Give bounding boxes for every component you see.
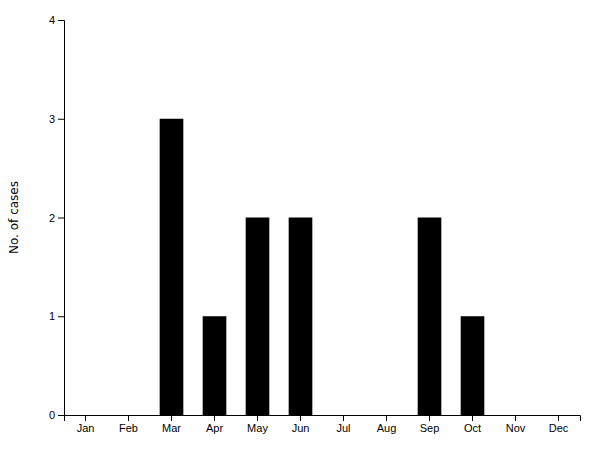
x-tick-label: Aug <box>377 422 397 434</box>
x-tick: Feb <box>119 415 138 434</box>
x-tick-mark <box>386 415 387 421</box>
y-tick-label: 4 <box>49 14 55 26</box>
x-tick: May <box>247 415 268 434</box>
x-tick-mark <box>300 415 301 421</box>
bar <box>203 316 227 415</box>
x-tick-label: Sep <box>420 422 440 434</box>
bar <box>375 415 399 416</box>
y-tick-label: 2 <box>49 212 55 224</box>
x-tick-label: Apr <box>206 422 223 434</box>
x-tick-label: Dec <box>549 422 569 434</box>
bar <box>289 218 313 416</box>
x-tick: Mar <box>162 415 181 434</box>
x-tick-label: Jul <box>336 422 350 434</box>
x-tick-label: Mar <box>162 422 181 434</box>
y-axis-line <box>58 21 65 416</box>
y-tick-label: 0 <box>49 409 55 421</box>
x-tick: Oct <box>464 415 481 434</box>
y-tick: 3 <box>49 113 64 125</box>
x-tick-mark <box>85 415 86 421</box>
x-tick-label: May <box>247 422 268 434</box>
bar <box>74 415 98 416</box>
x-tick-mark <box>343 415 344 421</box>
x-tick-mark <box>429 415 430 421</box>
x-axis: Jan Feb Mar Apr May Jun Jul Aug Sep Oct Nov Dec <box>65 415 581 434</box>
y-tick: 4 <box>49 14 64 26</box>
x-tick: Nov <box>506 415 526 434</box>
y-tick-mark <box>58 119 64 120</box>
x-tick-mark <box>214 415 215 421</box>
y-tick-mark <box>58 415 64 416</box>
y-tick-label: 1 <box>49 310 55 322</box>
bar <box>246 218 270 416</box>
x-tick: Jun <box>292 415 310 434</box>
x-tick: Jul <box>336 415 350 434</box>
y-tick-mark <box>58 316 64 317</box>
y-axis-title: No. of cases <box>7 181 21 254</box>
x-tick-label: Jan <box>77 422 95 434</box>
plot: Jan Feb Mar Apr May Jun Jul Aug Sep Oct Nov Dec 0 1 2 3… <box>49 14 581 434</box>
bar <box>547 415 571 416</box>
x-tick-label: Nov <box>506 422 526 434</box>
chart: Jan Feb Mar Apr May Jun Jul Aug Sep Oct Nov Dec 0 1 2 3… <box>0 0 600 455</box>
x-tick-label: Feb <box>119 422 138 434</box>
x-tick-label: Oct <box>464 422 481 434</box>
x-tick: Apr <box>206 415 223 434</box>
y-tick-mark <box>58 218 64 219</box>
x-axis-line <box>65 416 581 422</box>
x-tick-label: Jun <box>292 422 310 434</box>
x-tick-mark <box>515 415 516 421</box>
x-tick: Dec <box>549 415 569 434</box>
y-tick-mark <box>58 20 64 21</box>
bar <box>160 119 184 415</box>
x-tick-mark <box>472 415 473 421</box>
bar <box>504 415 528 416</box>
x-tick: Sep <box>420 415 440 434</box>
bar <box>461 316 485 415</box>
y-tick: 2 <box>49 212 64 224</box>
y-tick: 0 <box>49 409 64 421</box>
x-tick-mark <box>171 415 172 421</box>
y-tick: 1 <box>49 310 64 322</box>
y-axis: 0 1 2 3 4 <box>49 14 65 421</box>
x-tick-mark <box>558 415 559 421</box>
x-tick-mark <box>128 415 129 421</box>
x-tick-mark <box>257 415 258 421</box>
y-tick-label: 3 <box>49 113 55 125</box>
bar <box>117 415 141 416</box>
bar <box>332 415 356 416</box>
bar <box>418 218 442 416</box>
x-tick: Jan <box>77 415 95 434</box>
x-tick: Aug <box>377 415 397 434</box>
bars <box>160 119 485 415</box>
